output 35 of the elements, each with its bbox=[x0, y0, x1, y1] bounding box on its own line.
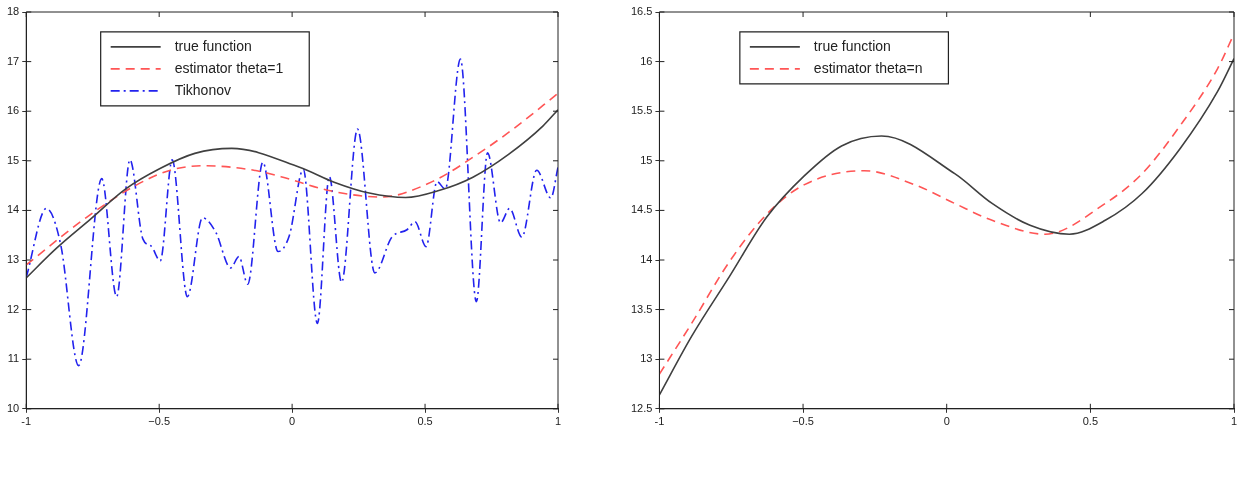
legend-label: true function bbox=[813, 37, 891, 54]
legend-label: Tikhonov bbox=[174, 81, 231, 98]
y-tick-label: 13.5 bbox=[630, 302, 653, 315]
legend-label: estimator theta=1 bbox=[174, 59, 284, 76]
y-tick-label: 11 bbox=[7, 352, 20, 365]
y-tick-label: 18 bbox=[6, 5, 20, 18]
y-tick-label: 13 bbox=[6, 253, 20, 266]
x-tick-label: 1 bbox=[554, 415, 562, 428]
y-tick-label: 16 bbox=[6, 104, 20, 117]
y-tick-label: 12.5 bbox=[630, 401, 653, 414]
x-tick-label: 0 bbox=[289, 415, 296, 428]
x-tick-label: 1 bbox=[1230, 415, 1238, 428]
y-tick-label: 13 bbox=[640, 352, 653, 365]
y-tick-label: 16.5 bbox=[630, 5, 653, 18]
y-tick-label: 15.5 bbox=[630, 104, 653, 117]
y-tick-label: 15 bbox=[640, 153, 653, 166]
y-tick-label: 15 bbox=[6, 153, 20, 166]
legend-label: true function bbox=[174, 37, 252, 54]
y-tick-label: 12 bbox=[6, 302, 20, 315]
legend-label: estimator theta=n bbox=[813, 59, 923, 76]
x-tick-label: −0.5 bbox=[792, 415, 814, 428]
x-tick-label: 0 bbox=[943, 415, 950, 428]
x-tick-label: 0.5 bbox=[417, 415, 433, 428]
y-tick-label: 10 bbox=[6, 401, 20, 414]
x-tick-label: 0.5 bbox=[1082, 415, 1098, 428]
x-tick-label: -1 bbox=[654, 415, 665, 428]
y-tick-label: 14 bbox=[640, 253, 653, 266]
y-tick-label: 17 bbox=[6, 54, 20, 67]
x-tick-label: -1 bbox=[21, 415, 32, 428]
x-tick-label: −0.5 bbox=[148, 415, 171, 428]
y-tick-label: 16 bbox=[640, 54, 653, 67]
y-tick-label: 14.5 bbox=[630, 203, 653, 216]
line-series bbox=[26, 58, 558, 367]
line-series bbox=[26, 108, 558, 279]
y-tick-label: 14 bbox=[6, 203, 20, 216]
